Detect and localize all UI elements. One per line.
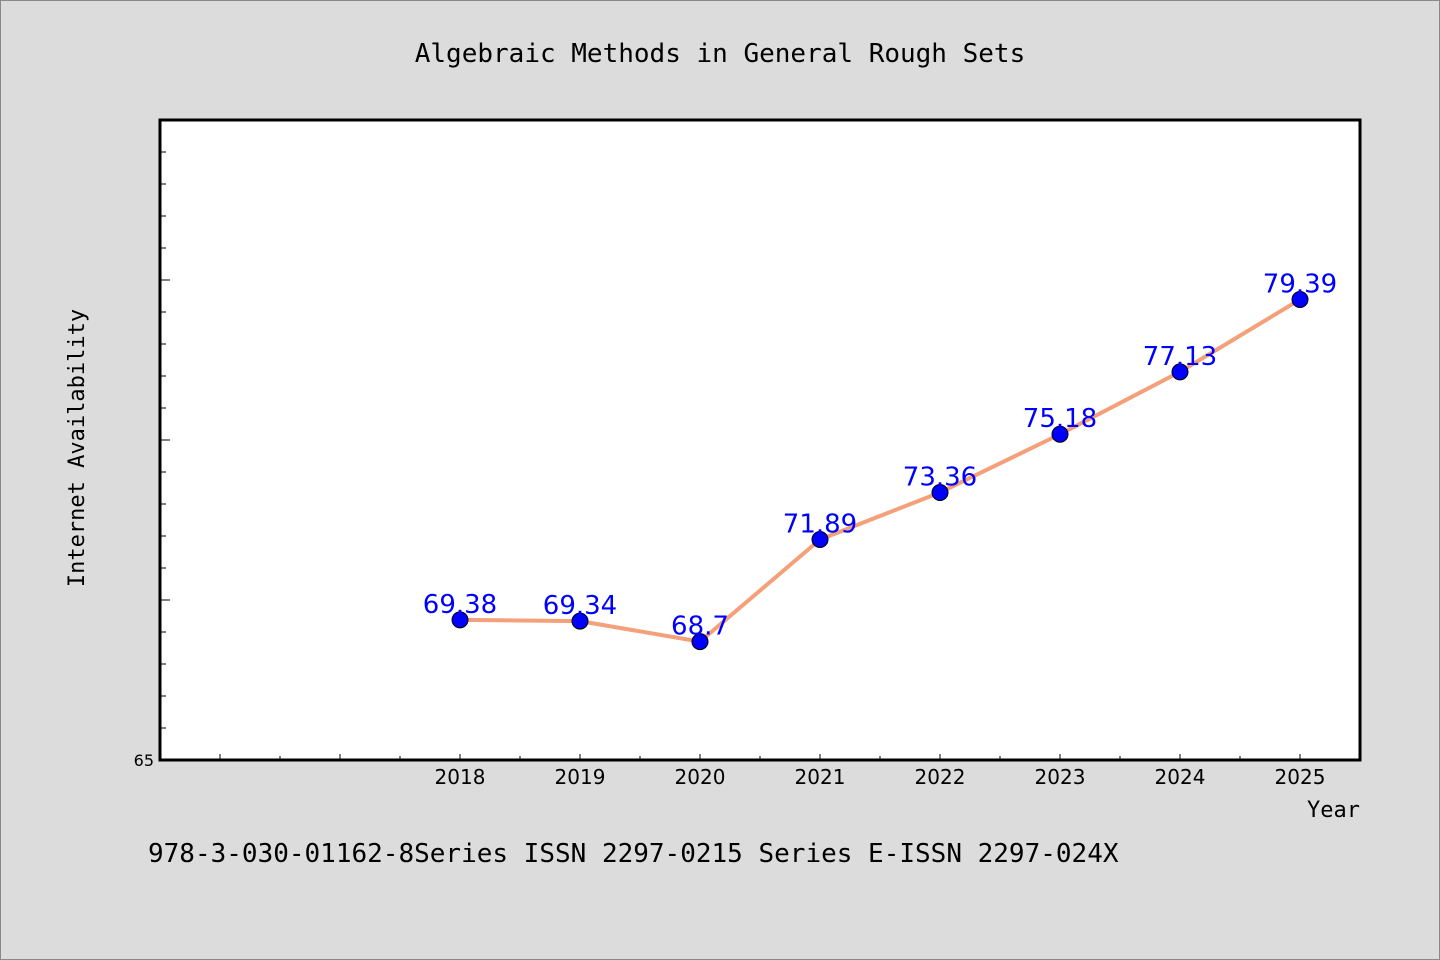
- x-axis-label: Year: [1307, 798, 1360, 823]
- data-point-marker: [811, 531, 829, 549]
- data-point-label: 73.36: [903, 462, 977, 492]
- chart-title: Algebraic Methods in General Rough Sets: [415, 39, 1025, 69]
- x-tick-label: 2021: [795, 765, 846, 789]
- series-line-layer: [459, 297, 1302, 644]
- data-point-marker: [571, 612, 589, 630]
- data-point-marker: [1171, 363, 1189, 381]
- series-marker-layer: [451, 291, 1309, 651]
- data-point-label: 75.18: [1023, 404, 1097, 434]
- data-point-marker: [691, 633, 709, 651]
- plot-area: [158, 118, 1362, 762]
- x-tick-label: 2025: [1275, 765, 1326, 789]
- data-point-marker: [451, 611, 469, 629]
- data-point-marker: [1291, 291, 1309, 309]
- footer-isbn-text: 978-3-030-01162-8Series ISSN 2297-0215 S…: [148, 839, 1119, 869]
- data-point-label: 71.89: [783, 510, 857, 540]
- data-label-layer: 69.38 69.34 68.7 71.89 73.36 75.18 77.13 79.39: [423, 270, 1337, 642]
- data-point-label: 68.7: [671, 612, 729, 642]
- data-point-marker: [1051, 425, 1069, 443]
- data-point-label: 77.13: [1143, 342, 1217, 372]
- series-line: [459, 297, 1302, 644]
- x-tick-label: 2024: [1155, 765, 1206, 789]
- axis-ticks: 65 2018 2019 2020 2021 2022 2023 2024 2025: [134, 151, 1326, 789]
- y-tick-label: 65: [134, 751, 154, 770]
- x-tick-label: 2019: [555, 765, 606, 789]
- x-tick-label: 2018: [435, 765, 486, 789]
- data-point-marker: [931, 483, 949, 501]
- data-point-label: 69.34: [543, 591, 617, 621]
- y-axis-label: Internet Availability: [65, 309, 90, 587]
- data-point-label: 79.39: [1263, 270, 1337, 300]
- x-tick-label: 2020: [675, 765, 726, 789]
- x-tick-label: 2022: [915, 765, 966, 789]
- data-point-label: 69.38: [423, 590, 497, 620]
- x-tick-label: 2023: [1035, 765, 1086, 789]
